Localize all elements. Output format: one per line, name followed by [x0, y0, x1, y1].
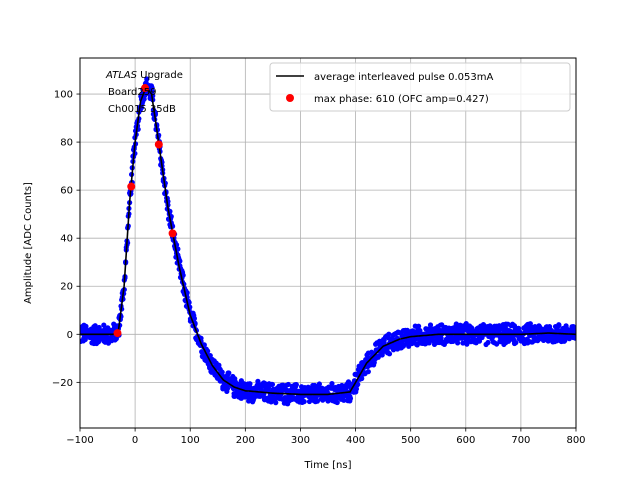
y-tick-label: 20 [60, 282, 73, 293]
scatter-point [207, 352, 213, 359]
atlas-annotation: ATLAS Upgrade Board259 Ch0015 35dB [105, 70, 183, 115]
scatter-point [314, 398, 321, 404]
scatter-point [149, 85, 155, 91]
scatter-point [285, 381, 291, 388]
scatter-point [341, 397, 347, 403]
x-tick-label: 500 [401, 435, 420, 446]
scatter-point [191, 315, 198, 322]
scatter-point [219, 369, 225, 375]
scatter-point [247, 381, 253, 387]
x-tick-label: 300 [291, 435, 310, 446]
legend-marker-swatch [286, 94, 294, 102]
scatter-point [316, 381, 323, 387]
scatter-point [359, 375, 365, 382]
scatter-point [572, 335, 576, 341]
scatter-point [273, 400, 279, 406]
scatter-point [513, 340, 519, 346]
x-tick-label: 0 [132, 435, 138, 446]
x-axis: −100 0 100 200 300 400 500 600 700 800 [66, 428, 586, 446]
scatter-point [386, 351, 393, 357]
scatter-point [293, 382, 299, 388]
scatter-point [301, 398, 307, 405]
max-phase-marker [168, 229, 177, 238]
scatter-point [464, 341, 470, 347]
scatter-point [144, 76, 150, 82]
scatter-point [268, 399, 274, 405]
legend-entry-max-phase: max phase: 610 (OFC amp=0.427) [314, 94, 489, 105]
x-tick-label: 200 [236, 435, 255, 446]
scatter-point [438, 335, 444, 341]
scatter-point [269, 381, 276, 388]
y-tick-label: −20 [52, 378, 73, 389]
scatter-point [265, 385, 272, 391]
max-phase-marker [113, 329, 122, 338]
y-tick-label: 80 [60, 138, 73, 149]
scatter-point [476, 338, 483, 344]
scatter-point [556, 322, 562, 329]
x-tick-label: −100 [66, 435, 93, 446]
max-phase-marker [154, 140, 163, 149]
average-pulse-line [80, 85, 576, 396]
scatter-point [101, 322, 107, 328]
scatter-point [329, 380, 335, 387]
legend-box [269, 62, 571, 112]
x-tick-label: 100 [181, 435, 200, 446]
scatter-point [355, 381, 361, 387]
scatter-point [571, 326, 576, 332]
x-tick-label: 800 [566, 435, 585, 446]
scatter-point [427, 322, 434, 328]
scatter-point [224, 385, 231, 392]
y-tick-label: 60 [60, 186, 73, 197]
scatter-point [416, 323, 422, 329]
y-tick-label: 100 [54, 90, 73, 101]
scatter-point [226, 370, 232, 376]
max-phase-marker [127, 182, 136, 191]
max-phase-marker [141, 84, 150, 93]
y-axis: −20 0 20 40 60 80 100 [52, 90, 80, 389]
y-tick-label: 40 [60, 234, 73, 245]
scatter-point [255, 378, 261, 384]
channel-text: Ch0015 35dB [108, 104, 176, 115]
x-tick-label: 400 [346, 435, 365, 446]
upgrade-text: Upgrade [140, 70, 183, 81]
plot-frame [79, 57, 577, 429]
x-axis-label: Time [ns] [303, 460, 351, 471]
scatter-point [527, 321, 533, 327]
scatter-point [92, 323, 98, 329]
board-text: Board259 [108, 87, 156, 98]
legend: average interleaved pulse 0.053mA max ph… [269, 62, 571, 112]
scatter-point [334, 399, 340, 406]
atlas-text: ATLAS [105, 70, 138, 81]
y-tick-label: 0 [67, 330, 73, 341]
scatter-point [347, 395, 354, 402]
x-tick-label: 700 [511, 435, 530, 446]
scatter-point [386, 331, 392, 337]
x-tick-label: 600 [456, 435, 475, 446]
y-axis-label: Amplitude [ADC Counts] [23, 182, 34, 304]
scatter-point [365, 369, 371, 375]
legend-entry-average: average interleaved pulse 0.053mA [314, 72, 493, 83]
scatter-point [485, 339, 491, 346]
max-phase-markers [113, 84, 177, 338]
atlas-label-line: ATLAS Upgrade [105, 70, 183, 81]
